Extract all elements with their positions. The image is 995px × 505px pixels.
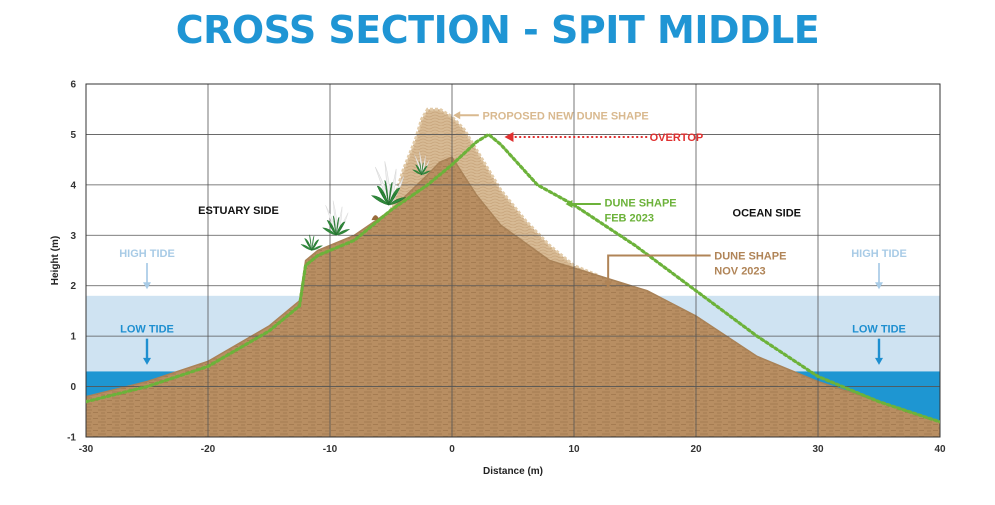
sand-nov-2023-area [86, 157, 940, 437]
ocean-side-label: OCEAN SIDE [733, 208, 801, 220]
grass-blade [332, 215, 337, 236]
grass-blade [388, 181, 393, 206]
estuary-side-label: ESTUARY SIDE [198, 205, 279, 217]
nov-arrowhead [604, 281, 613, 289]
nov-pointer [607, 254, 711, 284]
y-tick-label: 1 [70, 332, 76, 343]
y-tick-label: 4 [70, 180, 76, 191]
shrub-brown [371, 215, 380, 221]
y-tick-label: 5 [70, 130, 76, 141]
high-tide-right-arrow-head [875, 282, 883, 290]
low-tide-left-label: LOW TIDE [120, 324, 174, 336]
grass-blade [322, 227, 337, 236]
plant-top [412, 151, 431, 176]
feb-2023-line [86, 132, 940, 424]
feb-label-line2: FEB 2023 [605, 213, 655, 225]
high-tide-left-label: HIGH TIDE [119, 248, 175, 260]
proposed-dune-label: PROPOSED NEW DUNE SHAPE [483, 110, 649, 122]
grass-blade [311, 235, 315, 251]
grass-blade [417, 167, 422, 176]
y-axis-label: Height (m) [50, 236, 61, 285]
grass-blade [419, 161, 422, 175]
grass-blade [412, 169, 422, 175]
x-tick-label: 10 [568, 444, 580, 455]
grass-blade [335, 217, 340, 236]
grass-blade [388, 193, 397, 206]
x-tick-label: 20 [690, 444, 702, 455]
grass-blade [384, 180, 389, 206]
grass-blade [335, 229, 351, 236]
overtop-label: OVERTOP [650, 132, 704, 144]
low-tide-left-arrow-head [143, 357, 151, 365]
y-tick-label: 3 [70, 231, 76, 242]
y-tick-label: 0 [70, 382, 76, 393]
x-axis-label: Distance (m) [483, 466, 543, 477]
grid-layer [85, 83, 941, 438]
grass-blade [306, 241, 313, 251]
proposed-dune-arrowhead [453, 111, 461, 120]
x-tick-label: 30 [812, 444, 824, 455]
grass-blade [311, 245, 323, 251]
grass-blade [380, 191, 390, 206]
grass-blade [300, 244, 313, 251]
grass-blade [309, 234, 312, 251]
x-tick-label: 0 [449, 444, 455, 455]
feb-arrowhead [565, 200, 573, 209]
grass-blade [311, 243, 317, 251]
x-tick-label: -30 [79, 444, 94, 455]
grass-blade [387, 197, 407, 206]
grass-blade [329, 224, 337, 236]
page-title: CROSS SECTION - SPIT MIDDLE [175, 8, 820, 52]
feb-line-layer [86, 132, 940, 424]
y-tick-label: 6 [70, 80, 76, 91]
nov-label-line2: NOV 2023 [714, 266, 765, 278]
y-tick-label: -1 [67, 433, 76, 444]
plant-layer [300, 151, 431, 251]
plot-frame [85, 83, 941, 438]
low-tide-right-label: LOW TIDE [852, 324, 906, 336]
plant-left [322, 200, 351, 236]
plant-main [370, 161, 407, 206]
grass-blade [421, 170, 431, 175]
plant-small-left [300, 234, 323, 251]
low-tide-right-arrow-head [875, 357, 883, 365]
proposed-dune-outline [389, 107, 599, 278]
x-tick-label: -20 [201, 444, 216, 455]
x-tick-label: 40 [934, 444, 946, 455]
feb-label-line1: DUNE SHAPE [605, 198, 677, 210]
high-tide-right-label: HIGH TIDE [851, 248, 907, 260]
grass-blade [335, 226, 343, 236]
nov-label-line1: DUNE SHAPE [714, 250, 786, 262]
grass-blade [421, 168, 426, 176]
grass-blade [370, 195, 390, 206]
grass-blade [421, 162, 424, 175]
overtop-arrowhead [504, 131, 514, 142]
y-tick-label: 2 [70, 281, 76, 292]
high-tide-left-arrow-head [143, 282, 151, 290]
x-tick-label: -10 [323, 444, 338, 455]
